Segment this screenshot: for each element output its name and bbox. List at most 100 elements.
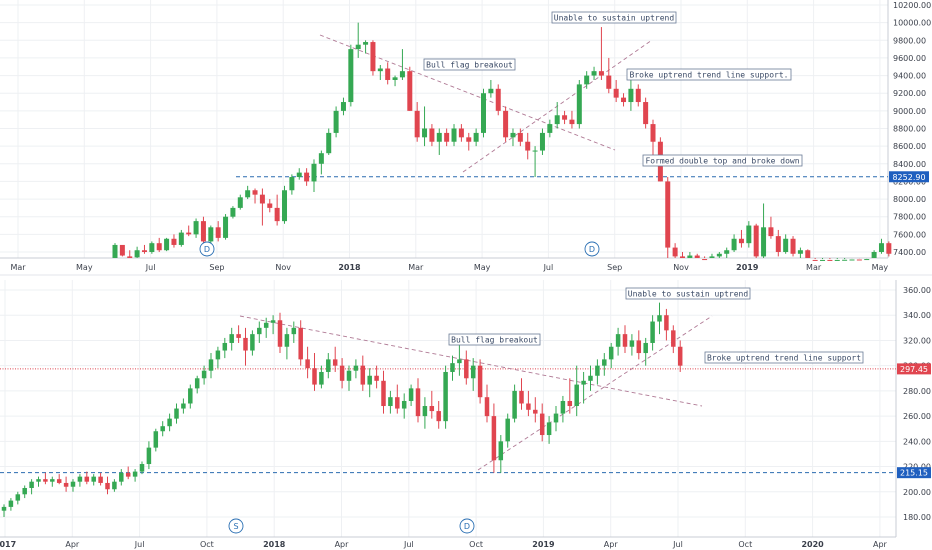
- bot-candle[interactable]: [615, 327, 621, 356]
- bot-candle[interactable]: [98, 472, 103, 486]
- bot-candle[interactable]: [305, 346, 310, 379]
- bot-candle[interactable]: [125, 466, 131, 480]
- bot-candle[interactable]: [608, 342, 614, 369]
- top-candle[interactable]: [547, 119, 553, 138]
- top-candle[interactable]: [864, 258, 870, 261]
- top-candle[interactable]: [259, 188, 265, 226]
- top-candle[interactable]: [112, 243, 118, 258]
- top-candle[interactable]: [746, 221, 752, 248]
- bot-candle[interactable]: [188, 384, 193, 409]
- bot-candle[interactable]: [595, 359, 600, 385]
- top-candle[interactable]: [554, 102, 560, 129]
- bot-candle[interactable]: [84, 471, 90, 485]
- bot-candle[interactable]: [539, 403, 545, 442]
- bot-candle[interactable]: [636, 330, 642, 360]
- top-annotation-broke[interactable]: Broke uptrend trend line support.: [626, 68, 792, 81]
- top-candle[interactable]: [326, 128, 332, 155]
- top-candle[interactable]: [827, 258, 833, 261]
- top-candle[interactable]: [694, 253, 700, 258]
- top-candle[interactable]: [842, 258, 848, 261]
- bottom-candles[interactable]: [1, 302, 683, 517]
- bot-candle[interactable]: [167, 413, 172, 432]
- bot-candle[interactable]: [498, 435, 504, 473]
- top-candle[interactable]: [878, 238, 884, 254]
- bot-candle[interactable]: [360, 355, 366, 391]
- top-time-axis[interactable]: Mar May Jul Sep Nov 2018 Mar May Jul Sep Nov 2019 Ma…: [10, 263, 888, 272]
- top-candle[interactable]: [753, 223, 759, 258]
- bottom-marker-s[interactable]: S: [228, 518, 244, 534]
- bot-candle[interactable]: [174, 403, 179, 424]
- top-candle[interactable]: [621, 93, 627, 107]
- top-annotation-doubletop[interactable]: Formed double top and broke down: [642, 154, 803, 167]
- top-candle[interactable]: [429, 124, 435, 147]
- bot-candle[interactable]: [160, 421, 165, 437]
- bot-candle[interactable]: [263, 317, 269, 338]
- bot-candle[interactable]: [29, 479, 34, 495]
- bot-candle[interactable]: [132, 469, 138, 482]
- bot-candle[interactable]: [512, 384, 517, 423]
- top-candle[interactable]: [274, 194, 280, 226]
- bot-candle[interactable]: [22, 485, 27, 499]
- top-candle[interactable]: [473, 128, 479, 147]
- top-candle[interactable]: [820, 258, 826, 261]
- top-candle[interactable]: [141, 244, 147, 254]
- top-candle[interactable]: [569, 110, 575, 129]
- bot-candle[interactable]: [436, 400, 441, 429]
- top-candle[interactable]: [304, 168, 310, 186]
- bot-candle[interactable]: [8, 498, 14, 511]
- bot-candle[interactable]: [77, 474, 83, 487]
- top-candle[interactable]: [385, 62, 391, 85]
- bottom-annotation-bullflag[interactable]: Bull flag breakout: [448, 333, 541, 346]
- top-candle[interactable]: [208, 225, 214, 245]
- top-candle[interactable]: [650, 119, 656, 160]
- top-candle[interactable]: [783, 234, 789, 254]
- bot-candle[interactable]: [119, 469, 124, 486]
- bot-candle[interactable]: [588, 365, 593, 391]
- top-candle[interactable]: [377, 64, 383, 80]
- top-candles[interactable]: [112, 22, 892, 261]
- top-candle[interactable]: [200, 216, 206, 245]
- bot-candle[interactable]: [291, 321, 297, 343]
- top-candle[interactable]: [193, 218, 199, 238]
- top-candle[interactable]: [517, 128, 523, 147]
- top-candle[interactable]: [289, 174, 295, 195]
- bot-candle[interactable]: [374, 365, 379, 389]
- top-candle[interactable]: [237, 194, 243, 210]
- top-candle[interactable]: [643, 97, 649, 129]
- bot-candle[interactable]: [429, 390, 435, 419]
- top-candle[interactable]: [503, 106, 509, 142]
- top-candle[interactable]: [458, 124, 464, 142]
- top-candle[interactable]: [510, 128, 516, 147]
- top-candle[interactable]: [768, 216, 774, 239]
- bottom-time-axis[interactable]: 2017 Apr Jul Oct 2018 Apr Jul Oct 2019 Apr Jul Oct 2…: [0, 540, 888, 549]
- bot-candle[interactable]: [519, 378, 524, 410]
- top-candle[interactable]: [230, 206, 236, 219]
- bot-candle[interactable]: [422, 397, 428, 429]
- bot-candle[interactable]: [215, 346, 221, 369]
- bot-candle[interactable]: [91, 474, 96, 486]
- bot-candle[interactable]: [346, 365, 352, 391]
- top-candle[interactable]: [812, 258, 818, 261]
- bot-candle[interactable]: [491, 403, 497, 473]
- top-candle[interactable]: [731, 234, 737, 252]
- top-candle[interactable]: [665, 177, 671, 258]
- bot-candle[interactable]: [222, 337, 228, 359]
- bot-candle[interactable]: [505, 413, 510, 448]
- top-candle[interactable]: [318, 150, 324, 175]
- bot-candle[interactable]: [243, 327, 248, 366]
- top-candle[interactable]: [834, 258, 840, 261]
- bot-candle[interactable]: [401, 393, 407, 419]
- bot-candle[interactable]: [622, 325, 628, 354]
- top-candle[interactable]: [333, 106, 339, 138]
- top-candle[interactable]: [340, 97, 346, 116]
- bot-candle[interactable]: [415, 378, 421, 423]
- top-candle[interactable]: [134, 246, 140, 258]
- top-candle[interactable]: [186, 225, 192, 237]
- bot-candle[interactable]: [457, 340, 462, 376]
- top-candle[interactable]: [679, 252, 685, 258]
- bot-candle[interactable]: [581, 371, 586, 404]
- top-candle[interactable]: [775, 229, 781, 257]
- top-candle[interactable]: [215, 221, 221, 242]
- top-candle[interactable]: [164, 237, 170, 252]
- bot-candle[interactable]: [450, 355, 455, 381]
